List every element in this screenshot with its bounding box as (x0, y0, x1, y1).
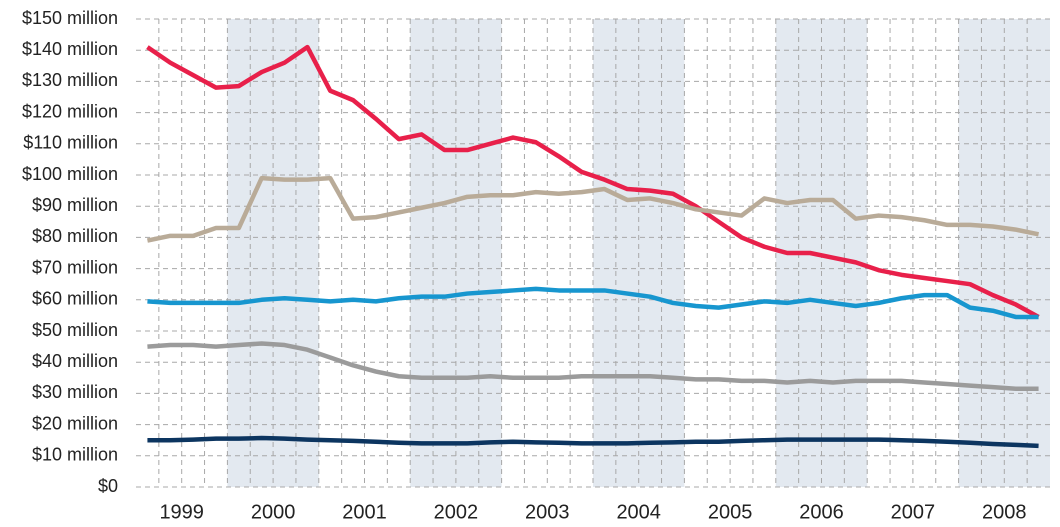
x-tick-label: 2001 (342, 501, 387, 523)
y-tick-label: $100 million (22, 164, 118, 184)
x-tick-label: 1999 (159, 501, 204, 523)
y-tick-label: $50 million (32, 320, 118, 340)
x-tick-label: 2003 (525, 501, 570, 523)
y-tick-label: $140 million (22, 39, 118, 59)
y-tick-label: $120 million (22, 101, 118, 121)
y-tick-label: $0 (98, 476, 118, 496)
y-tick-label: $40 million (32, 351, 118, 371)
series-line (146, 44, 1040, 319)
series-line (147, 435, 1039, 449)
y-tick-label: $30 million (32, 382, 118, 402)
x-tick-label: 2006 (799, 501, 844, 523)
x-tick-label: 2002 (434, 501, 479, 523)
y-tick-label: $130 million (22, 70, 118, 90)
y-tick-label: $10 million (32, 445, 118, 465)
x-tick-label: 2008 (982, 501, 1027, 523)
y-tick-label: $80 million (32, 226, 118, 246)
y-tick-label: $110 million (23, 133, 118, 153)
series-line (146, 175, 1040, 243)
y-tick-label: $150 million (22, 8, 118, 28)
x-tick-label: 2000 (251, 501, 296, 523)
x-tick-label: 2005 (708, 501, 753, 523)
y-tick-label: $60 million (32, 289, 118, 309)
series-line (147, 341, 1039, 391)
x-tick-label: 2004 (616, 501, 661, 523)
series-line (147, 286, 1039, 320)
x-tick-label: 2007 (891, 501, 936, 523)
y-tick-label: $70 million (32, 257, 118, 277)
y-tick-label: $90 million (32, 195, 118, 215)
y-tick-label: $20 million (32, 413, 118, 433)
